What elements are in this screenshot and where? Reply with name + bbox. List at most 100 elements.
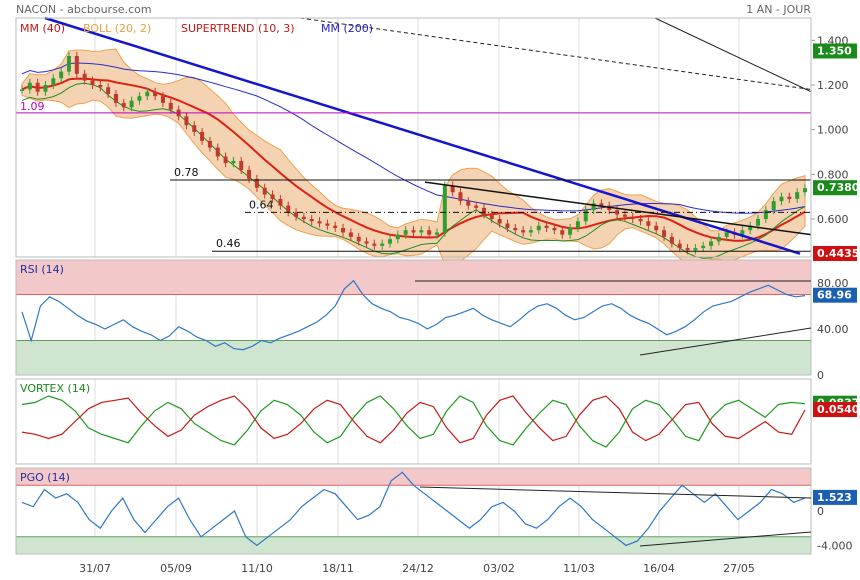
candle-body <box>82 73 87 81</box>
candle-body <box>325 223 330 226</box>
panel-border <box>15 259 812 376</box>
candle-body <box>66 55 71 72</box>
price-panel: 1.090.780.640.461.4001.2001.0000.8000.60… <box>15 16 860 266</box>
value-tag <box>813 402 857 418</box>
x-tick-label: 31/07 <box>79 562 111 575</box>
candle-body <box>466 201 471 206</box>
candle-body <box>583 210 588 222</box>
candle-body <box>294 212 299 217</box>
pgo-trendline <box>419 486 812 499</box>
legend-entry: MM (200) <box>321 22 373 35</box>
candle-body <box>207 140 212 148</box>
y-tick-label: 0.800 <box>817 168 849 181</box>
candle-body <box>145 91 150 97</box>
chart-symbol: NACON - abcbourse.com <box>16 3 152 16</box>
candle-body <box>803 188 807 193</box>
candle-body <box>215 147 220 157</box>
candle-body <box>160 96 165 103</box>
candle-body <box>192 125 197 132</box>
candle-body <box>348 232 353 237</box>
candle-body <box>740 230 745 235</box>
candle-body <box>630 216 635 220</box>
candle-body <box>20 89 24 91</box>
x-tick-label: 16/04 <box>643 562 675 575</box>
panel-border <box>15 467 812 555</box>
overbought-zone <box>16 468 811 486</box>
candle-body <box>505 223 510 228</box>
overbought-zone <box>16 260 811 295</box>
candle-body <box>380 243 385 246</box>
y-tick-label: 40.00 <box>817 323 849 336</box>
value-tag <box>813 180 857 196</box>
candle-body <box>301 216 306 220</box>
indicator-line <box>21 279 806 351</box>
candle-body <box>153 91 158 97</box>
y-tick-label: 1.000 <box>817 124 849 137</box>
y-tick-label: 1.200 <box>817 79 849 92</box>
candle-body <box>481 207 486 215</box>
y-tick-label: -4.000 <box>817 539 852 552</box>
trendline-blue <box>44 16 801 255</box>
candle-body <box>458 192 463 202</box>
candle-body <box>756 219 761 226</box>
candle-body <box>434 232 439 235</box>
candle-body <box>669 236 674 244</box>
candle-body <box>231 160 236 164</box>
candle-body <box>35 82 40 92</box>
pgo-panel: 0 -4.000 1.523 PGO (14) <box>15 467 857 555</box>
candle-body <box>521 230 526 233</box>
panel-title: PGO (14) <box>20 471 70 484</box>
candle-body <box>662 230 667 237</box>
candle-body <box>270 194 275 199</box>
pgo-trendline <box>639 531 812 547</box>
candle-body <box>364 241 369 244</box>
x-tick-label: 11/10 <box>241 562 273 575</box>
candle-body <box>513 227 518 231</box>
candle-body <box>552 227 557 231</box>
level-label: 0.64 <box>249 198 274 211</box>
candle-body <box>763 210 768 220</box>
level-label: 1.09 <box>20 100 45 113</box>
candle-body <box>489 214 494 220</box>
candle-body <box>333 225 338 228</box>
candle-body <box>59 71 64 79</box>
value-tag-label: 0.0540 <box>817 403 860 416</box>
candle-body <box>27 82 32 90</box>
value-tag-label: 1.523 <box>817 491 852 504</box>
candle-body <box>184 116 189 126</box>
candle-body <box>200 131 205 141</box>
candle-body <box>724 232 729 237</box>
y-tick-label: 80.00 <box>817 277 849 290</box>
candle-body <box>599 203 604 206</box>
x-tick-label: 18/11 <box>322 562 354 575</box>
level-label: 0.78 <box>174 166 199 179</box>
candle-body <box>395 234 400 240</box>
value-tag-label: 0.7380 <box>817 181 860 194</box>
candle-body <box>709 241 714 246</box>
candle-body <box>317 221 322 224</box>
supertrend-line <box>21 82 806 259</box>
x-tick-label: 05/09 <box>160 562 192 575</box>
candle-body <box>137 96 142 101</box>
candle-body <box>591 203 596 211</box>
y-tick-label: 0.600 <box>817 213 849 226</box>
candle-body <box>693 248 698 251</box>
candle-body <box>98 85 103 88</box>
oversold-zone <box>16 340 811 375</box>
x-tick-label: 27/05 <box>723 562 755 575</box>
candle-body <box>43 85 48 92</box>
legend-entry: BOLL (20, 2) <box>83 22 151 35</box>
panel-border <box>15 378 812 465</box>
candle-body <box>90 80 95 86</box>
value-tag <box>813 287 857 303</box>
candle-body <box>474 205 479 208</box>
panel-border <box>15 17 812 258</box>
candle-body <box>701 245 706 249</box>
candle-body <box>748 225 753 231</box>
candle-body <box>419 230 424 233</box>
value-tag-label: 68.96 <box>817 289 852 302</box>
candle-body <box>309 219 314 222</box>
trendline-dashed <box>299 17 812 90</box>
y-tick-label: 0 <box>817 505 824 518</box>
